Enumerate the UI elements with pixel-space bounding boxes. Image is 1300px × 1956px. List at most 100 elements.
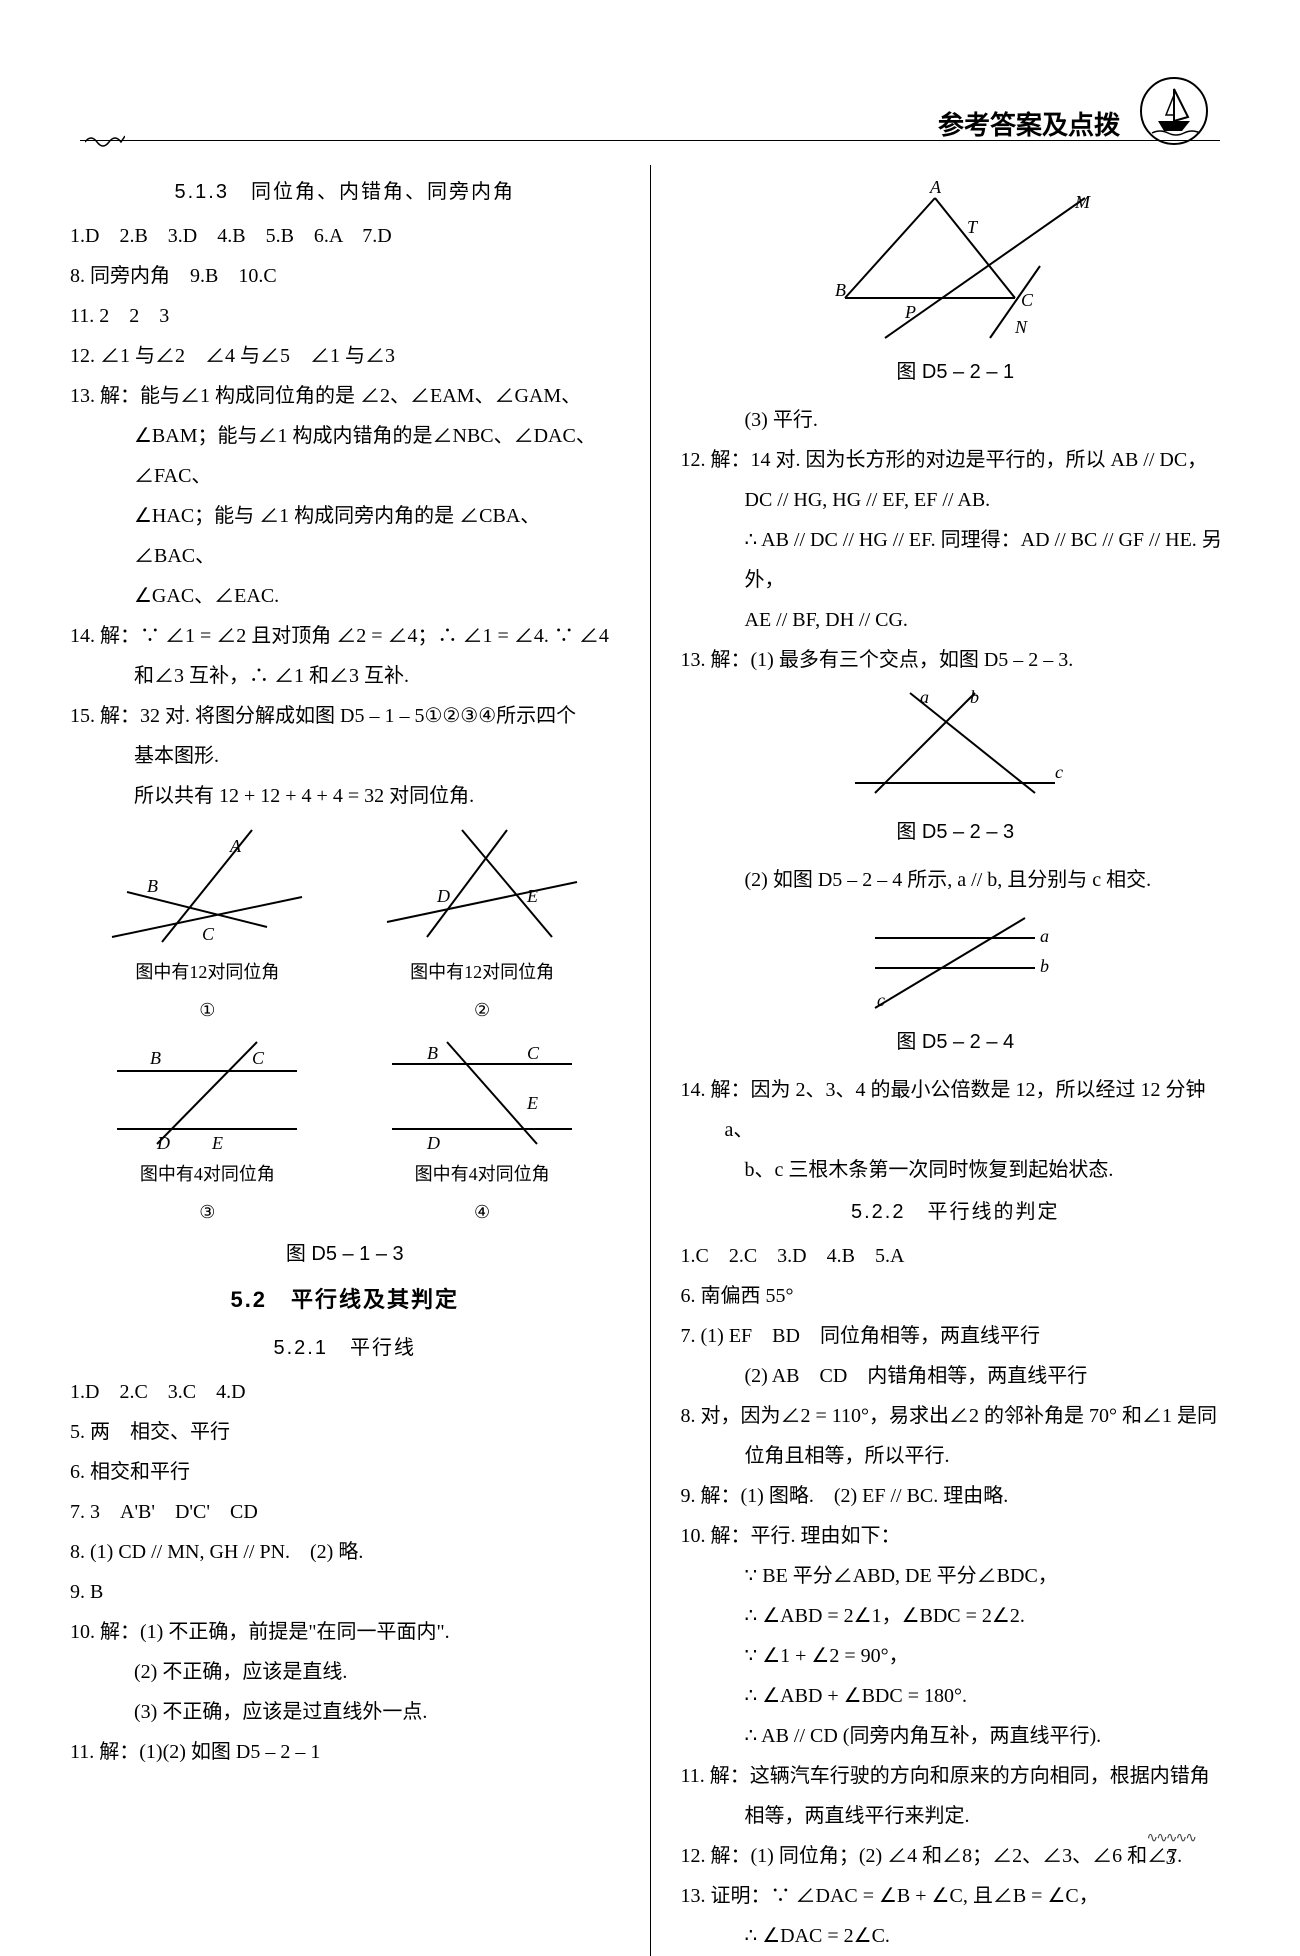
proof-line: ∴ ∠ABD = 2∠1，∠BDC = 2∠2. bbox=[681, 1596, 1231, 1636]
proof-line: ∴ ∠DAC = 2∠C. bbox=[681, 1916, 1231, 1956]
solution-line: b、c 三根木条第一次同时恢复到起始状态. bbox=[681, 1150, 1231, 1190]
figure-1: A B C 图中有12对同位角 ① bbox=[102, 822, 312, 1028]
solution-line: (3) 平行. bbox=[681, 400, 1231, 440]
figure-row-2: B C D E 图中有4对同位角 ③ B C D E 图中有4对 bbox=[70, 1034, 620, 1230]
boat-icon bbox=[1138, 75, 1210, 147]
svg-text:E: E bbox=[211, 1133, 223, 1153]
solution-line: DC // HG, HG // EF, EF // AB. bbox=[681, 480, 1231, 520]
svg-text:T: T bbox=[967, 217, 979, 237]
solution-line: ∠BAM；能与∠1 构成内错角的是∠NBC、∠DAC、∠FAC、 bbox=[70, 416, 620, 496]
solution-line: (2) 不正确，应该是直线. bbox=[70, 1652, 620, 1692]
header-title: 参考答案及点拨 bbox=[938, 105, 1120, 142]
answers-line: 8. (1) CD // MN, GH // PN. (2) 略. bbox=[70, 1532, 620, 1572]
answers-line: 6. 南偏西 55° bbox=[681, 1276, 1231, 1316]
svg-text:N: N bbox=[1014, 317, 1028, 337]
answers-line: 9. B bbox=[70, 1572, 620, 1612]
svg-text:E: E bbox=[526, 886, 538, 906]
fig-mark: ④ bbox=[377, 1194, 587, 1230]
answers-line: 6. 相交和平行 bbox=[70, 1452, 620, 1492]
svg-text:A: A bbox=[229, 836, 242, 856]
solution-line: 14. 解：因为 2、3、4 的最小公倍数是 12，所以经过 12 分钟 a、 bbox=[681, 1070, 1231, 1150]
solution-line: AE // BF, DH // CG. bbox=[681, 600, 1231, 640]
svg-text:B: B bbox=[427, 1043, 438, 1063]
solution-line: (2) 如图 D5 – 2 – 4 所示, a // b, 且分别与 c 相交. bbox=[681, 860, 1231, 900]
solution-line: 14. 解：∵ ∠1 = ∠2 且对顶角 ∠2 = ∠4；∴ ∠1 = ∠4. … bbox=[70, 616, 620, 656]
section-5-2-title: 5.2 平行线及其判定 bbox=[70, 1278, 620, 1322]
fig-caption: 图 D5 – 2 – 1 bbox=[681, 352, 1231, 392]
solution-line: 11. 解：这辆汽车行驶的方向和原来的方向相同，根据内错角 bbox=[681, 1756, 1231, 1796]
figure-d5-2-1: A B C M N P T 图 D5 – 2 – 1 bbox=[681, 178, 1231, 392]
wavy-decoration: ∿∿∿∿∿ bbox=[1146, 1830, 1195, 1847]
solution-line: 基本图形. bbox=[70, 736, 620, 776]
proof-line: ∴ AB // CD (同旁内角互补，两直线平行). bbox=[681, 1716, 1231, 1756]
svg-text:D: D bbox=[436, 886, 450, 906]
answers-line: 7. 3 A'B' D'C' CD bbox=[70, 1492, 620, 1532]
figure-4: B C D E 图中有4对同位角 ④ bbox=[377, 1034, 587, 1230]
answers-line: 1.D 2.B 3.D 4.B 5.B 6.A 7.D bbox=[70, 216, 620, 256]
answers-line: (2) AB CD 内错角相等，两直线平行 bbox=[681, 1356, 1231, 1396]
page-number-value: 3 bbox=[1166, 1847, 1176, 1869]
svg-text:c: c bbox=[1055, 762, 1063, 782]
page-number: ∿∿∿∿∿ 3 bbox=[1146, 1830, 1195, 1870]
solution-line: 9. 解：(1) 图略. (2) EF // BC. 理由略. bbox=[681, 1476, 1231, 1516]
svg-text:b: b bbox=[1040, 956, 1049, 976]
figure-d5-2-4: a b c 图 D5 – 2 – 4 bbox=[681, 908, 1231, 1062]
fig-mark: ① bbox=[102, 992, 312, 1028]
svg-text:M: M bbox=[1074, 192, 1091, 212]
fig-caption: 图中有4对同位角 bbox=[102, 1156, 312, 1192]
svg-text:A: A bbox=[929, 178, 942, 197]
svg-text:B: B bbox=[835, 280, 846, 300]
solution-line: 10. 解：平行. 理由如下： bbox=[681, 1516, 1231, 1556]
solution-line: 和∠3 互补，∴ ∠1 和∠3 互补. bbox=[70, 656, 620, 696]
figure-3: B C D E 图中有4对同位角 ③ bbox=[102, 1034, 312, 1230]
svg-text:b: b bbox=[970, 688, 979, 707]
svg-text:C: C bbox=[252, 1048, 265, 1068]
solution-line: 所以共有 12 + 12 + 4 + 4 = 32 对同位角. bbox=[70, 776, 620, 816]
fig-mark: ③ bbox=[102, 1194, 312, 1230]
solution-line: 11. 解：(1)(2) 如图 D5 – 2 – 1 bbox=[70, 1732, 620, 1772]
solution-line: 位角且相等，所以平行. bbox=[681, 1436, 1231, 1476]
svg-text:E: E bbox=[526, 1093, 538, 1113]
section-5-1-3-title: 5.1.3 同位角、内错角、同旁内角 bbox=[70, 172, 620, 212]
fig-caption: 图中有12对同位角 bbox=[377, 954, 587, 990]
svg-text:D: D bbox=[156, 1133, 170, 1153]
fig-mark: ② bbox=[377, 992, 587, 1028]
svg-text:C: C bbox=[202, 924, 215, 944]
svg-text:C: C bbox=[527, 1043, 540, 1063]
proof-line: ∵ ∠1 + ∠2 = 90°， bbox=[681, 1636, 1231, 1676]
fig-caption: 图中有12对同位角 bbox=[102, 954, 312, 990]
svg-text:a: a bbox=[1040, 926, 1049, 946]
solution-line: 12. 解：14 对. 因为长方形的对边是平行的，所以 AB // DC， bbox=[681, 440, 1231, 480]
answers-line: 1.C 2.C 3.D 4.B 5.A bbox=[681, 1236, 1231, 1276]
column-divider bbox=[650, 165, 651, 1956]
right-column: A B C M N P T 图 D5 – 2 – 1 (3) 平行. 12. 解… bbox=[681, 170, 1231, 1956]
svg-text:B: B bbox=[147, 876, 158, 896]
proof-line: ∴ ∠ABD + ∠BDC = 180°. bbox=[681, 1676, 1231, 1716]
svg-text:D: D bbox=[426, 1133, 440, 1153]
fig-master-caption: 图 D5 – 1 – 3 bbox=[70, 1234, 620, 1274]
svg-text:a: a bbox=[920, 688, 929, 707]
solution-line: 13. 解：能与∠1 构成同位角的是 ∠2、∠EAM、∠GAM、 bbox=[70, 376, 620, 416]
solution-line: (3) 不正确，应该是过直线外一点. bbox=[70, 1692, 620, 1732]
solution-line: ∠HAC；能与 ∠1 构成同旁内角的是 ∠CBA、∠BAC、 bbox=[70, 496, 620, 576]
svg-text:P: P bbox=[904, 302, 916, 322]
left-column: 5.1.3 同位角、内错角、同旁内角 1.D 2.B 3.D 4.B 5.B 6… bbox=[70, 170, 620, 1956]
solution-line: ∴ AB // DC // HG // EF. 同理得：AD // BC // … bbox=[681, 520, 1231, 600]
section-5-2-1-title: 5.2.1 平行线 bbox=[70, 1328, 620, 1368]
answers-line: 11. 2 2 3 bbox=[70, 296, 620, 336]
answers-line: 12. ∠1 与∠2 ∠4 与∠5 ∠1 与∠3 bbox=[70, 336, 620, 376]
proof-line: 13. 证明：∵ ∠DAC = ∠B + ∠C, 且∠B = ∠C， bbox=[681, 1876, 1231, 1916]
answers-line: 1.D 2.C 3.C 4.D bbox=[70, 1372, 620, 1412]
fig-caption: 图 D5 – 2 – 3 bbox=[681, 812, 1231, 852]
svg-text:B: B bbox=[150, 1048, 161, 1068]
answers-line: 7. (1) EF BD 同位角相等，两直线平行 bbox=[681, 1316, 1231, 1356]
solution-line: 15. 解：32 对. 将图分解成如图 D5 – 1 – 5①②③④所示四个 bbox=[70, 696, 620, 736]
answers-line: 5. 两 相交、平行 bbox=[70, 1412, 620, 1452]
section-5-2-2-title: 5.2.2 平行线的判定 bbox=[681, 1192, 1231, 1232]
svg-text:c: c bbox=[877, 990, 885, 1010]
solution-line: 10. 解：(1) 不正确，前提是"在同一平面内". bbox=[70, 1612, 620, 1652]
solution-line: 8. 对，因为∠2 = 110°，易求出∠2 的邻补角是 70° 和∠1 是同 bbox=[681, 1396, 1231, 1436]
figure-d5-2-3: a b c 图 D5 – 2 – 3 bbox=[681, 688, 1231, 852]
header-wavy-left bbox=[85, 130, 125, 154]
figure-row-1: A B C 图中有12对同位角 ① D E 图中有12对同位角 ② bbox=[70, 822, 620, 1028]
